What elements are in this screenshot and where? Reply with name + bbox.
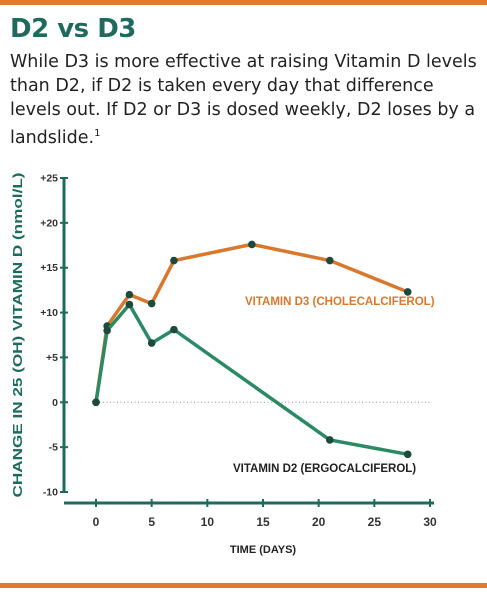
data-point <box>92 398 100 407</box>
page-subtitle: While D3 is more effective at raising Vi… <box>10 50 480 150</box>
y-tick-label: -5 <box>49 442 58 454</box>
page-title: D2 vs D3 <box>10 14 136 44</box>
y-tick-label: +5 <box>46 352 58 364</box>
x-tick-label: 5 <box>148 515 155 529</box>
top-rule <box>0 0 487 5</box>
y-tick-label: +15 <box>40 262 58 274</box>
data-point <box>170 256 178 265</box>
series-layer <box>92 240 412 459</box>
x-axis-title: TIME (DAYS) <box>230 544 297 556</box>
bottom-rule <box>0 583 487 588</box>
x-tick-label: 25 <box>368 515 382 529</box>
x-tick-label: 10 <box>201 515 215 529</box>
series-line-d3 <box>94 242 410 405</box>
data-point <box>147 299 156 308</box>
y-tick-label: -10 <box>43 487 58 499</box>
axes: +25 +20 +15 +10 +5 0 -5 -10 0 5 10 15 20 25 30 <box>40 173 437 530</box>
x-tick-label: 15 <box>256 515 270 529</box>
data-point <box>326 256 334 265</box>
footnote-marker: 1 <box>94 128 101 139</box>
data-point <box>147 339 156 347</box>
series-label-d2: VITAMIN D2 (ERGOCALCIFEROL) <box>233 463 416 475</box>
data-point <box>403 288 412 296</box>
data-point <box>248 240 256 249</box>
x-tick-label: 0 <box>93 515 100 529</box>
series-label-d3: VITAMIN D3 (CHOLECALCIFEROL) <box>245 296 435 308</box>
data-point <box>170 325 178 334</box>
y-tick-label: 0 <box>52 397 58 409</box>
y-tick-label: +20 <box>40 217 58 229</box>
x-tick-label: 30 <box>423 515 437 529</box>
x-tick-label: 20 <box>312 515 326 529</box>
data-point <box>103 326 111 335</box>
data-point <box>125 300 134 309</box>
series-line-d2 <box>94 302 410 457</box>
y-tick-label: +25 <box>40 173 58 185</box>
y-axis-title: CHANGE IN 25 (OH) VITAMIN D (nmol/L) <box>10 173 25 498</box>
subtitle-text: While D3 is more effective at raising Vi… <box>10 52 477 148</box>
labels-layer: TIME (DAYS) CHANGE IN 25 (OH) VITAMIN D (… <box>10 173 435 557</box>
y-tick-label: +10 <box>40 307 58 319</box>
data-point <box>403 450 412 459</box>
data-point <box>125 290 134 299</box>
data-point <box>326 436 334 444</box>
